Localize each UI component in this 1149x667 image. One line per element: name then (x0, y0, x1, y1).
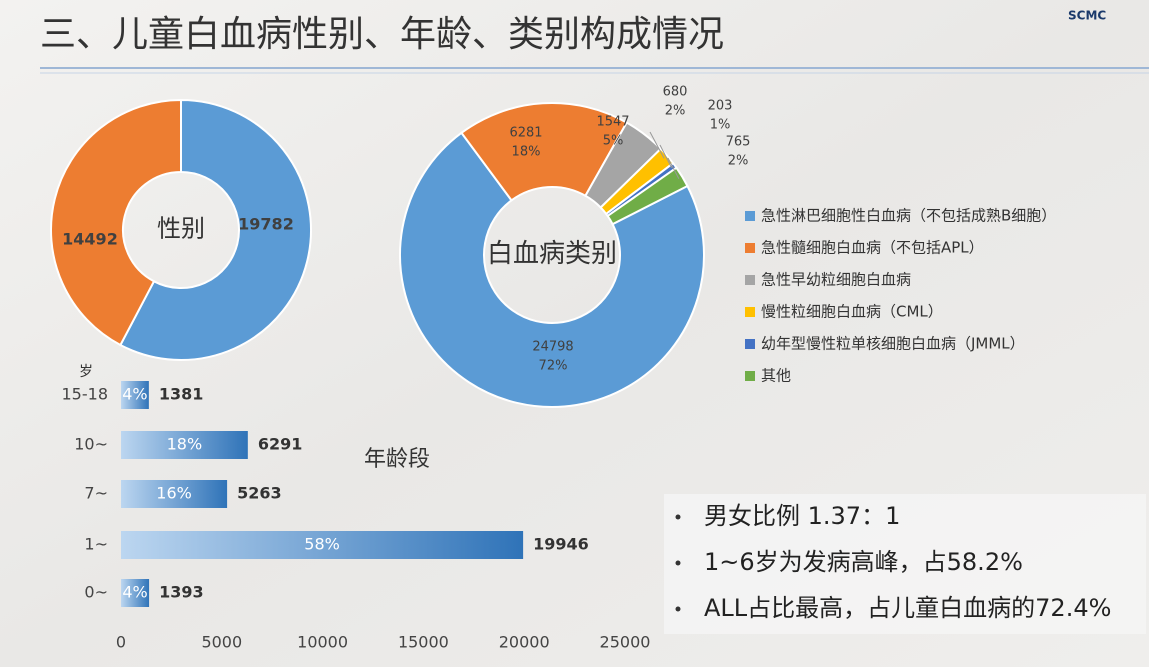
bar (121, 381, 149, 409)
x-tick-label: 25000 (600, 633, 651, 652)
x-tick-label: 20000 (499, 633, 550, 652)
logo: SCMC (1068, 9, 1106, 23)
value-label: 19946 (533, 535, 589, 554)
percent-label: 18% (512, 145, 541, 160)
value-label: 24798 (532, 340, 573, 355)
bar (121, 431, 248, 459)
percent-label: 18% (167, 435, 203, 454)
bullet-text: 男女比例 1.37：1 (704, 502, 900, 530)
percent-label: 5% (603, 134, 624, 149)
percent-label: 4% (122, 583, 147, 602)
legend-label: 急性早幼粒细胞白血病 (761, 271, 911, 289)
donut-segment (50, 98, 182, 347)
percent-label: 1% (710, 118, 731, 133)
donut-segment (119, 98, 312, 361)
value-label: 203 (708, 99, 733, 114)
bar (121, 531, 524, 559)
value-label: 1381 (159, 385, 204, 404)
y-tick-label: 15-18 (62, 385, 109, 404)
legend-swatch (745, 371, 755, 381)
y-tick-label: 1~ (84, 535, 108, 554)
axis-label: 岁 (79, 364, 93, 380)
bullet-text: ALL占比最高，占儿童白血病的72.4% (704, 594, 1111, 622)
legend-swatch (745, 243, 755, 253)
x-tick-label: 10000 (297, 633, 348, 652)
percent-label: 2% (728, 154, 749, 169)
y-tick-label: 0~ (84, 583, 108, 602)
leader-line (667, 157, 680, 179)
percent-label: 4% (122, 385, 147, 404)
percent-label: 16% (156, 484, 192, 503)
value-label: 5263 (237, 484, 282, 503)
legend-swatch (745, 275, 755, 285)
center-label: 白血病类别 (487, 239, 617, 269)
bullet-box (664, 494, 1146, 634)
slide-title: 三、儿童白血病性别、年龄、类别构成情况 (40, 14, 724, 55)
value-label: 6291 (258, 435, 303, 454)
bar (121, 480, 228, 508)
legend-label: 急性髓细胞白血病（不包括APL） (761, 239, 984, 257)
legend-label: 其他 (761, 367, 791, 385)
y-tick-label: 10~ (74, 435, 108, 454)
percent-label: 72% (539, 359, 568, 374)
x-tick-label: 5000 (201, 633, 242, 652)
bullet-dot (675, 514, 681, 520)
legend-swatch (745, 211, 755, 221)
bullet-dot (675, 606, 681, 612)
legend-label: 幼年型慢性粒单核细胞白血病（JMML） (761, 335, 1025, 353)
value-label: 6281 (509, 126, 542, 141)
legend-label: 急性淋巴细胞性白血病（不包括成熟B细胞） (761, 207, 1056, 225)
value-label: 1547 (596, 115, 629, 130)
leader-line (659, 144, 673, 169)
percent-label: 58% (304, 535, 340, 554)
center-label: 性别 (157, 215, 205, 243)
bullet-text: 1~6岁为发病高峰，占58.2% (704, 548, 1023, 576)
donut-segment (399, 131, 705, 408)
legend-label: 慢性粒细胞白血病（CML） (761, 303, 943, 321)
legend-swatch (745, 307, 755, 317)
x-tick-label: 0 (116, 633, 126, 652)
value-label: 680 (663, 85, 688, 100)
value-label: 1393 (159, 583, 204, 602)
value-label: 14492 (62, 230, 118, 249)
bar (121, 579, 150, 607)
value-label: 765 (726, 135, 751, 150)
value-label: 19782 (238, 215, 294, 234)
leader-line (649, 131, 665, 159)
bullet-dot (675, 560, 681, 566)
legend-swatch (745, 339, 755, 349)
donut-segment (460, 102, 629, 202)
donut-segment (606, 166, 689, 226)
x-tick-label: 15000 (398, 633, 449, 652)
y-tick-label: 7~ (84, 484, 108, 503)
percent-label: 2% (665, 104, 686, 119)
chart-title: 年龄段 (364, 447, 430, 472)
